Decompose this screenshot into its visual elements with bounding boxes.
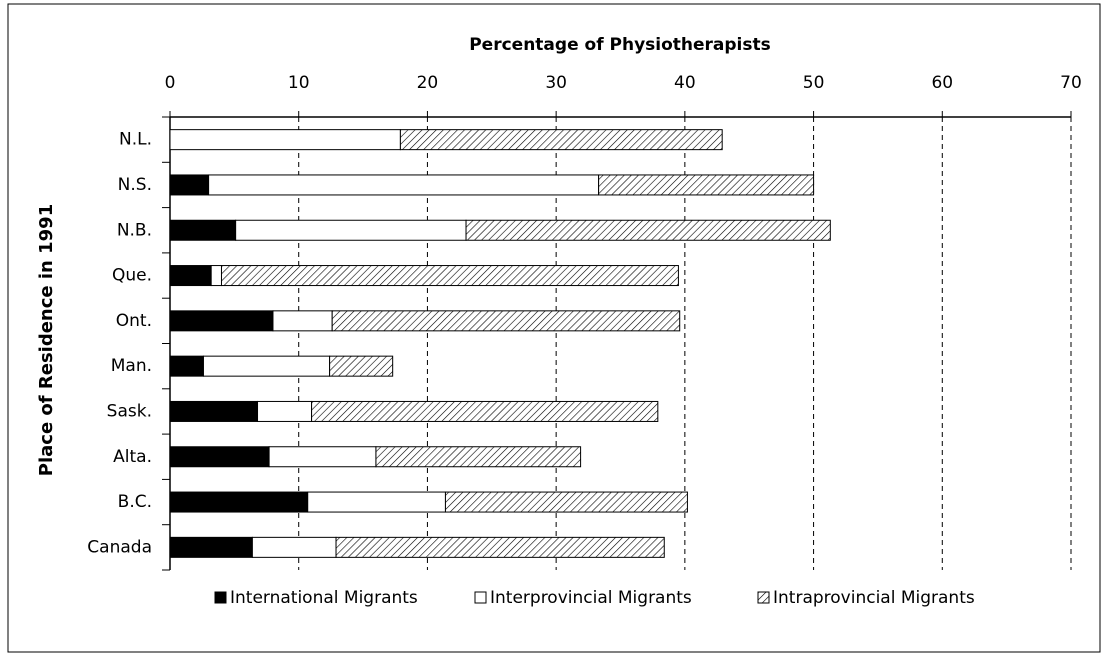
bar-segment [399, 129, 723, 151]
x-tick-label: 30 [545, 73, 567, 93]
bar-segment [169, 355, 204, 377]
bar-segment [335, 536, 665, 558]
bar-segment [331, 310, 681, 332]
bar-segment [465, 219, 831, 241]
y-tick-label: N.L. [119, 130, 152, 150]
x-tick-label: 10 [288, 73, 310, 93]
y-tick-label: N.B. [117, 220, 152, 240]
y-tick-label: Alta. [113, 447, 152, 467]
bar-segment [169, 174, 210, 196]
y-tick-label: B.C. [118, 492, 152, 512]
bar-segment [311, 400, 659, 422]
y-tick-label: Ont. [116, 311, 152, 331]
bar-segment [210, 265, 222, 287]
x-tick-label: 50 [803, 73, 825, 93]
x-tick-label: 70 [1060, 73, 1082, 93]
bar-segment [208, 174, 600, 196]
bar-segment [444, 491, 688, 513]
bar-segment [251, 536, 337, 558]
x-tick-label: 60 [931, 73, 953, 93]
bar-segment [169, 265, 212, 287]
legend-label: International Migrants [230, 588, 418, 608]
bar-segment [220, 265, 679, 287]
bar-segment [268, 446, 377, 468]
y-tick-label: N.S. [118, 175, 152, 195]
y-tick-label: Sask. [107, 401, 152, 421]
bar-segment [169, 491, 309, 513]
y-tick-label: Man. [111, 356, 152, 376]
legend-swatch [474, 591, 487, 604]
bar-segment [169, 400, 259, 422]
bar-segment [598, 174, 815, 196]
bar-segment [169, 129, 401, 151]
x-tick-label: 40 [674, 73, 696, 93]
bar-segment [169, 310, 274, 332]
y-tick-label: Que. [112, 266, 152, 286]
bar-segment [375, 446, 582, 468]
bar-segment [257, 400, 313, 422]
bar-segment [307, 491, 446, 513]
bar-segment [169, 219, 237, 241]
y-tick-label: Canada [87, 537, 152, 557]
x-tick-label: 20 [417, 73, 439, 93]
legend-swatch [214, 591, 227, 604]
legend-swatch [757, 591, 770, 604]
bar-segment [169, 536, 253, 558]
bar-segment [329, 355, 394, 377]
bar-segment [272, 310, 333, 332]
legend-label: Intraprovincial Migrants [773, 588, 975, 608]
y-axis-title: Place of Residence in 1991 [36, 204, 57, 476]
bar-segment [169, 446, 270, 468]
legend-label: Interprovincial Migrants [490, 588, 692, 608]
x-tick-label: 0 [165, 73, 176, 93]
bar-segment [202, 355, 331, 377]
bar-segment [235, 219, 467, 241]
x-axis-title: Percentage of Physiotherapists [469, 35, 771, 55]
